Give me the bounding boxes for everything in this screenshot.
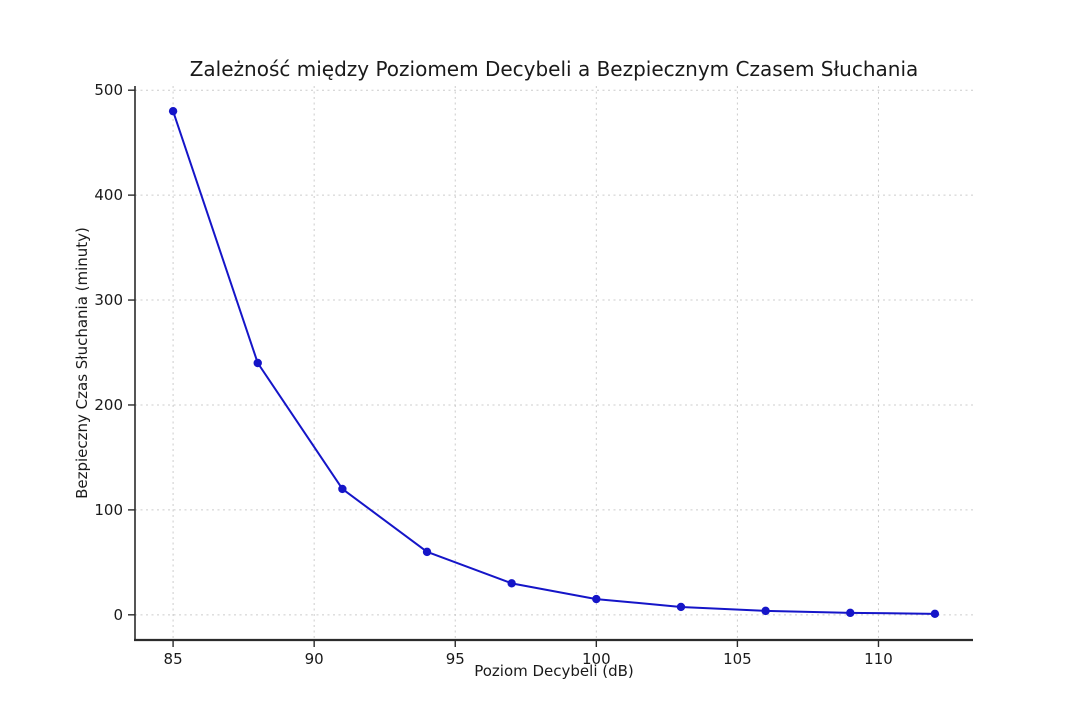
chart-title: Zależność między Poziomem Decybeli a Bez…	[189, 57, 919, 81]
data-point	[253, 358, 262, 368]
y-tick-label: 500	[94, 81, 123, 99]
y-tick-label: 100	[94, 501, 123, 519]
x-tick-label: 105	[723, 650, 752, 668]
y-tick-label: 300	[94, 291, 123, 309]
data-point	[761, 606, 770, 616]
data-point	[507, 579, 516, 588]
data-point	[930, 609, 940, 619]
data-point	[338, 484, 347, 494]
x-tick-label: 90	[305, 650, 324, 668]
x-tick-label: 95	[446, 650, 465, 668]
data-point	[592, 594, 601, 604]
data-point	[846, 608, 855, 618]
x-tick-label: 85	[164, 650, 183, 668]
x-tick-label: 100	[582, 650, 611, 668]
y-tick-label: 400	[94, 186, 123, 204]
y-axis-label: Bezpieczny Czas Słuchania (minuty)	[73, 227, 91, 499]
x-tick-label: 110	[864, 650, 893, 668]
data-point	[168, 106, 178, 116]
data-point	[676, 602, 686, 612]
y-tick-label: 0	[113, 606, 123, 624]
y-tick-label: 200	[94, 396, 123, 414]
x-axis-label: Poziom Decybeli (dB)	[474, 662, 634, 680]
data-point	[422, 547, 432, 557]
data-line	[172, 110, 936, 615]
